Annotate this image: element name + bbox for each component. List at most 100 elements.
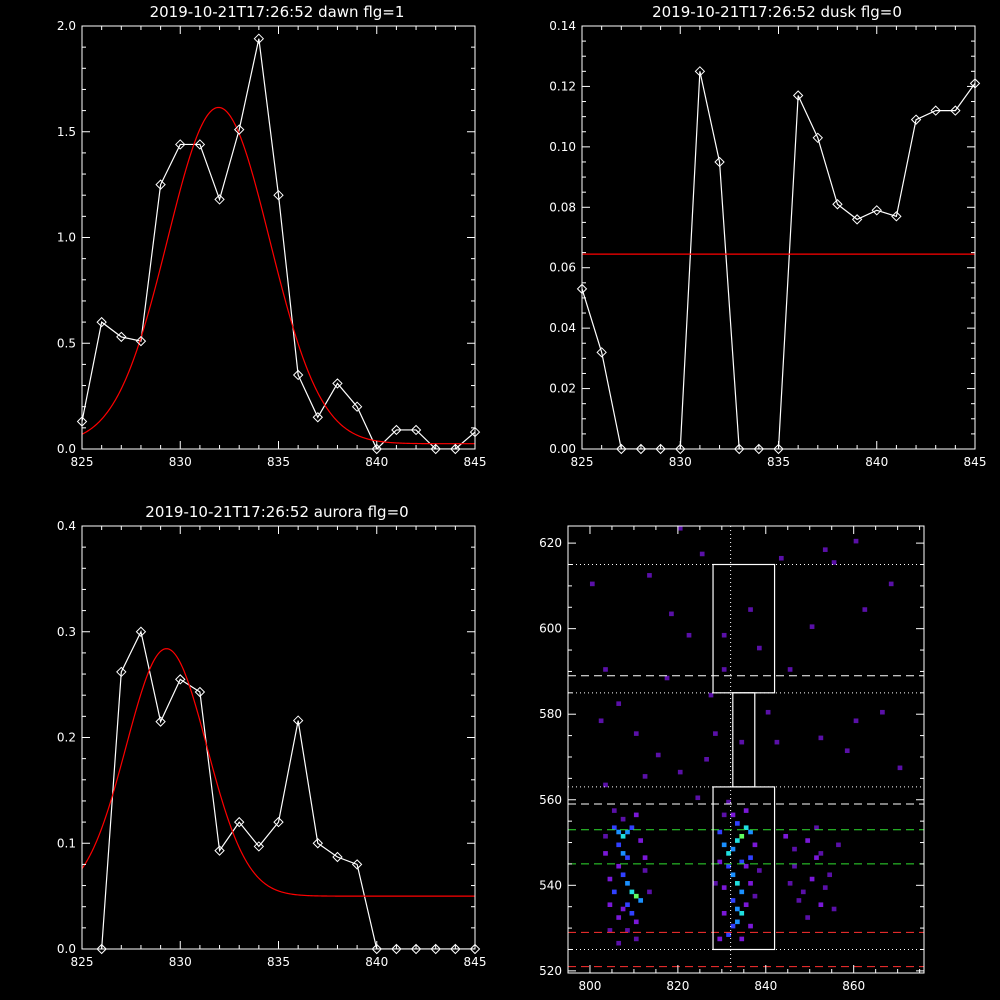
heatmap-cell [836,842,841,848]
y-tick-label: 2.0 [57,19,76,33]
y-tick-label: 0.14 [549,19,576,33]
data-point [332,851,343,863]
heatmap-cell [880,709,885,715]
heatmap-cell [748,829,753,835]
heatmap-cell [721,910,727,916]
heatmap-cell [647,573,652,578]
data-point [175,139,186,150]
heatmap-cell [611,889,617,895]
x-tick-label: 820 [666,979,689,993]
heatmap-cell [721,812,727,818]
heatmap-cell [778,555,784,561]
heatmap-cell [818,735,824,741]
heatmap-cell [756,868,762,873]
data-point [950,105,961,116]
heatmap-cell [748,881,753,886]
heatmap-cell [853,718,859,724]
plot-image: 800 820 840 860 520 540 560 580 600 620 [539,525,925,993]
data-point [175,674,186,685]
heatmap-cell [598,718,604,724]
y-tick-label: 0.3 [57,625,76,639]
heatmap-cell [831,906,837,912]
y-tick-label: 0.5 [57,336,76,350]
heatmap-cell [730,812,736,818]
y-tick-label: 0.0 [57,942,76,956]
fit-curve [82,106,475,445]
data-point [812,132,824,143]
heatmap-cell [642,868,648,873]
heatmap-cell [695,795,701,801]
heatmap-cell [783,833,789,839]
heatmap-cell [607,876,613,882]
data-point [292,715,304,726]
heatmap-cell [730,923,736,929]
heatmap-cell [607,928,613,933]
data-point [450,443,461,455]
data-point [714,156,725,168]
data-point [116,331,127,343]
heatmap-cell [717,859,723,865]
heatmap-cell [677,526,683,531]
y-tick-label: 540 [539,878,562,892]
heatmap-cell [743,825,749,831]
data-point [596,347,607,358]
heatmap-cell [787,667,793,672]
heatmap-cell [629,910,635,916]
heatmap-cell [814,825,819,831]
data-point [273,816,284,828]
heatmap-cell [748,855,753,860]
heatmap-cell [730,872,736,878]
x-tick-label: 830 [169,455,192,469]
data-point [233,124,245,135]
data-point [273,189,284,201]
data-point [430,943,441,955]
heatmap-cell [743,863,749,869]
heatmap-cell [831,560,837,565]
heatmap-cell [748,607,753,612]
data-point [96,943,107,955]
heatmap-cell [862,607,868,612]
heatmap-cell [739,859,745,865]
plot-aurora: 825 830 835 840 845 0.0 0.1 0.2 0.3 0.4 [57,519,487,969]
heatmap-cell [726,851,731,856]
data-point [292,369,304,381]
data-point [135,335,147,347]
heatmap-cell [616,829,622,835]
data-point [312,412,324,423]
heatmap-cell [638,838,644,843]
x-tick-label: 830 [669,455,692,469]
data-point [871,205,882,216]
heatmap-cell [616,842,622,848]
heatmap-cell [739,910,745,916]
data-point [371,443,382,455]
x-tick-label: 840 [365,955,388,969]
x-tick-label: 840 [754,979,777,993]
x-tick-label: 840 [865,455,888,469]
data-point [116,666,127,678]
x-tick-label: 845 [464,455,487,469]
region-box [732,692,756,788]
x-tick-label: 835 [267,955,290,969]
y-tick-label: 0.08 [549,200,576,214]
heatmap-cell [844,748,850,754]
heatmap-cell [726,932,731,937]
heatmap-cell [625,881,630,886]
data-point [155,179,166,190]
data-point [733,443,745,455]
heatmap-cell [818,851,824,856]
y-tick-label: 0.06 [549,261,576,275]
y-tick-label: 0.10 [549,140,576,154]
data-point [391,943,402,955]
y-tick-label: 0.02 [549,382,576,396]
heatmap-cell [633,731,639,736]
heatmap-cell [752,893,758,899]
heatmap-cell [647,889,652,895]
x-tick-label: 825 [71,455,94,469]
data-point [450,943,461,955]
heatmap-cell [607,902,613,907]
heatmap-cell [708,692,714,698]
y-tick-label: 580 [539,707,562,721]
heatmap-cell [616,863,622,869]
data-point [430,443,441,455]
